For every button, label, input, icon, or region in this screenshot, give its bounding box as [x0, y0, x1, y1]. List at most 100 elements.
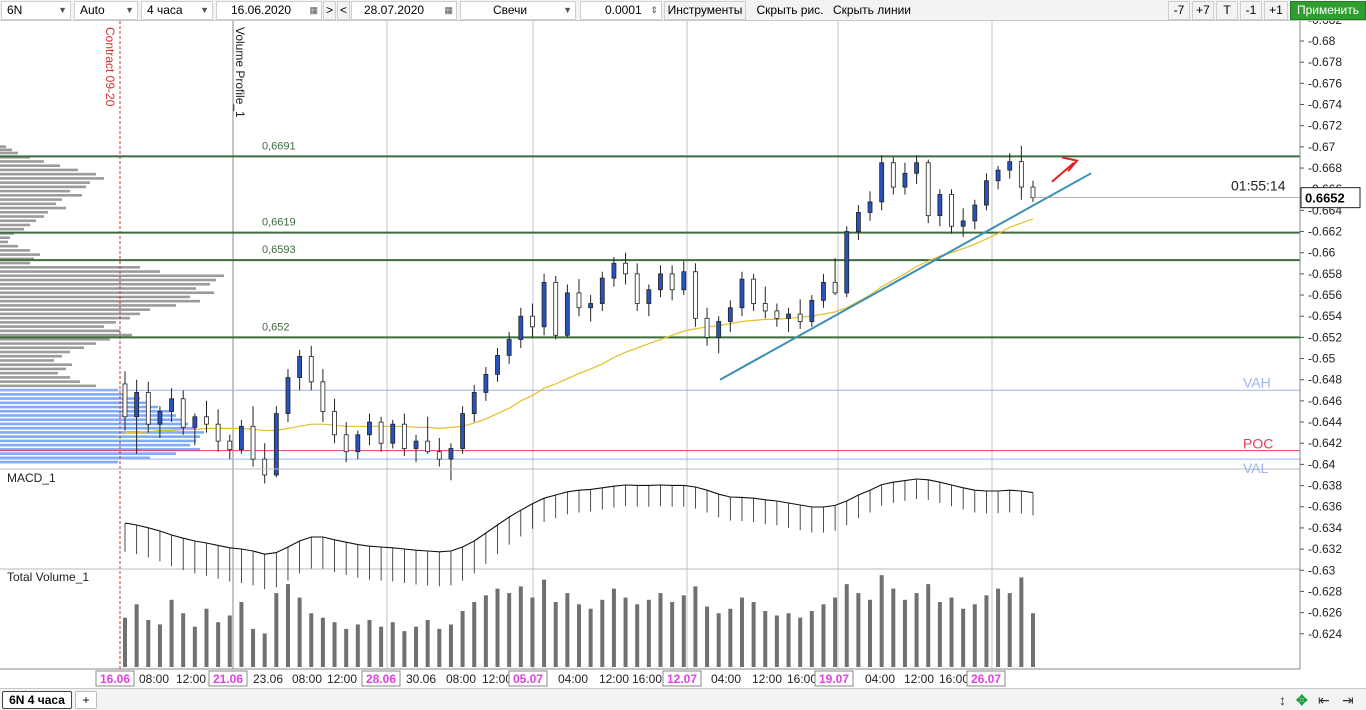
price-tick-label: -0.672 — [1308, 119, 1342, 133]
apply-button[interactable]: Применить — [1290, 1, 1366, 20]
volume-bar — [320, 617, 325, 667]
volume-profile-bar — [0, 177, 104, 180]
price-tick-label: -0.662 — [1308, 225, 1342, 239]
volume-bar — [355, 624, 360, 667]
volume-bar — [902, 599, 907, 667]
volume-profile-bar — [0, 210, 48, 214]
plus-1-button[interactable]: +1 — [1264, 1, 1288, 20]
back-arrow-icon[interactable]: ⇤ — [1318, 692, 1330, 708]
volume-bar — [542, 579, 547, 667]
minus-1-button[interactable]: -1 — [1240, 1, 1262, 20]
volume-bar — [751, 602, 756, 667]
price-chart[interactable]: Contract 09-20 Volume Profile_1 0,6691 0,66… — [0, 21, 1366, 688]
volume-bar — [763, 611, 768, 667]
volume-profile-bar — [0, 257, 34, 261]
volume-profile-bar — [0, 308, 150, 311]
volume-bar — [926, 584, 931, 667]
time-tick-label: 28.06 — [366, 672, 396, 686]
scale-mode-select[interactable]: Auto ▼ — [74, 1, 138, 20]
volume-bar — [181, 613, 186, 667]
candle-body — [262, 458, 268, 476]
candle-body — [762, 303, 768, 312]
time-tick-label: 08:00 — [292, 672, 322, 686]
time-tick-label: 16:00 — [787, 672, 817, 686]
chart-tab[interactable]: 6N 4 часа — [2, 691, 72, 709]
candle-body — [285, 377, 291, 414]
volume-profile-bar — [0, 329, 120, 333]
tick-step-value: 0.0001 — [605, 3, 642, 17]
volume-bar — [798, 617, 803, 667]
price-tick-label: -0.644 — [1308, 415, 1342, 429]
date-from-field[interactable]: 16.06.2020 ▦ — [216, 1, 322, 20]
candle-body — [599, 277, 605, 304]
volume-profile-bar — [0, 350, 70, 354]
volume-profile-bar — [0, 189, 70, 193]
tools-button[interactable]: Инструменты — [664, 1, 746, 20]
candle-body — [925, 162, 931, 217]
volume-bar — [1019, 577, 1024, 667]
candle-body — [332, 411, 337, 436]
volume-profile-bar — [0, 321, 116, 324]
add-tab-button[interactable]: + — [75, 691, 97, 709]
last-price-label: 0.6652 — [1305, 191, 1345, 206]
forward-arrow-icon[interactable]: ⇥ — [1342, 692, 1354, 708]
tick-step-field[interactable]: 0.0001 ⇕ — [580, 1, 662, 20]
volume-profile-bar — [0, 435, 200, 438]
volume-bar — [623, 597, 628, 667]
volume-bar — [681, 595, 686, 667]
hide-lines-button[interactable]: Скрыть линии — [830, 1, 914, 20]
price-tick-label: -0.66 — [1308, 246, 1336, 260]
symbol-select[interactable]: 6N ▼ — [1, 1, 71, 20]
price-tick-label: -0.64 — [1308, 457, 1336, 471]
volume-bar — [507, 593, 512, 667]
volume-bar — [868, 599, 873, 667]
chart-type-label: Свечи — [493, 3, 528, 17]
volume-bar — [216, 622, 221, 667]
macd-signal-line — [124, 478, 1034, 555]
candle-body — [727, 307, 733, 322]
next-period-button[interactable]: > — [323, 1, 336, 20]
volume-profile-bar — [0, 206, 66, 210]
volume-profile-bar — [0, 172, 96, 176]
volume-profile-bar — [0, 202, 56, 206]
candle-body — [669, 273, 675, 291]
candle-body — [250, 425, 256, 460]
hide-drawings-button[interactable]: Скрыть рис. — [751, 1, 829, 20]
volume-profile-bar — [0, 287, 196, 290]
candle-body — [564, 292, 570, 336]
candle-body — [192, 416, 198, 428]
price-tick-label: -0.68 — [1308, 34, 1336, 48]
expand-icon[interactable]: ✥ — [1296, 692, 1308, 708]
candle-body — [832, 281, 838, 294]
profile-level-label: VAH — [1243, 374, 1271, 390]
volume-profile-bar — [0, 397, 140, 400]
calendar-icon: ▦ — [444, 5, 453, 15]
volume-bar — [891, 588, 896, 667]
profile-marker-label: Volume Profile_1 — [233, 27, 247, 118]
volume-profile-bar — [0, 448, 200, 451]
chevron-down-icon: ▼ — [58, 5, 67, 15]
candle-body — [786, 313, 791, 319]
timeframe-select[interactable]: 4 часа ▼ — [141, 1, 213, 20]
t-button[interactable]: T — [1216, 1, 1238, 20]
volume-profile-bar — [0, 456, 150, 460]
plus-7-button[interactable]: +7 — [1192, 1, 1214, 20]
volume-profile-bar — [0, 418, 182, 422]
minus-7-button[interactable]: -7 — [1168, 1, 1190, 20]
volume-profile-bar — [0, 181, 90, 184]
volume-bar — [611, 588, 616, 667]
volume-profile-bar — [0, 363, 72, 367]
volume-bar — [262, 633, 267, 667]
resize-vertical-icon[interactable]: ↕ — [1279, 692, 1286, 708]
candle-body — [774, 310, 780, 319]
chart-type-select[interactable]: Свечи ▼ — [460, 1, 576, 20]
time-tick-label: 05.07 — [513, 672, 543, 686]
candle-body — [751, 278, 757, 304]
candle-body — [681, 271, 687, 291]
volume-profile-bar — [0, 304, 176, 307]
prev-period-button[interactable]: < — [337, 1, 350, 20]
candle-body — [646, 289, 652, 304]
volume-bar — [821, 604, 826, 667]
date-to-field[interactable]: 28.07.2020 ▦ — [351, 1, 457, 20]
candle-body — [401, 423, 407, 449]
